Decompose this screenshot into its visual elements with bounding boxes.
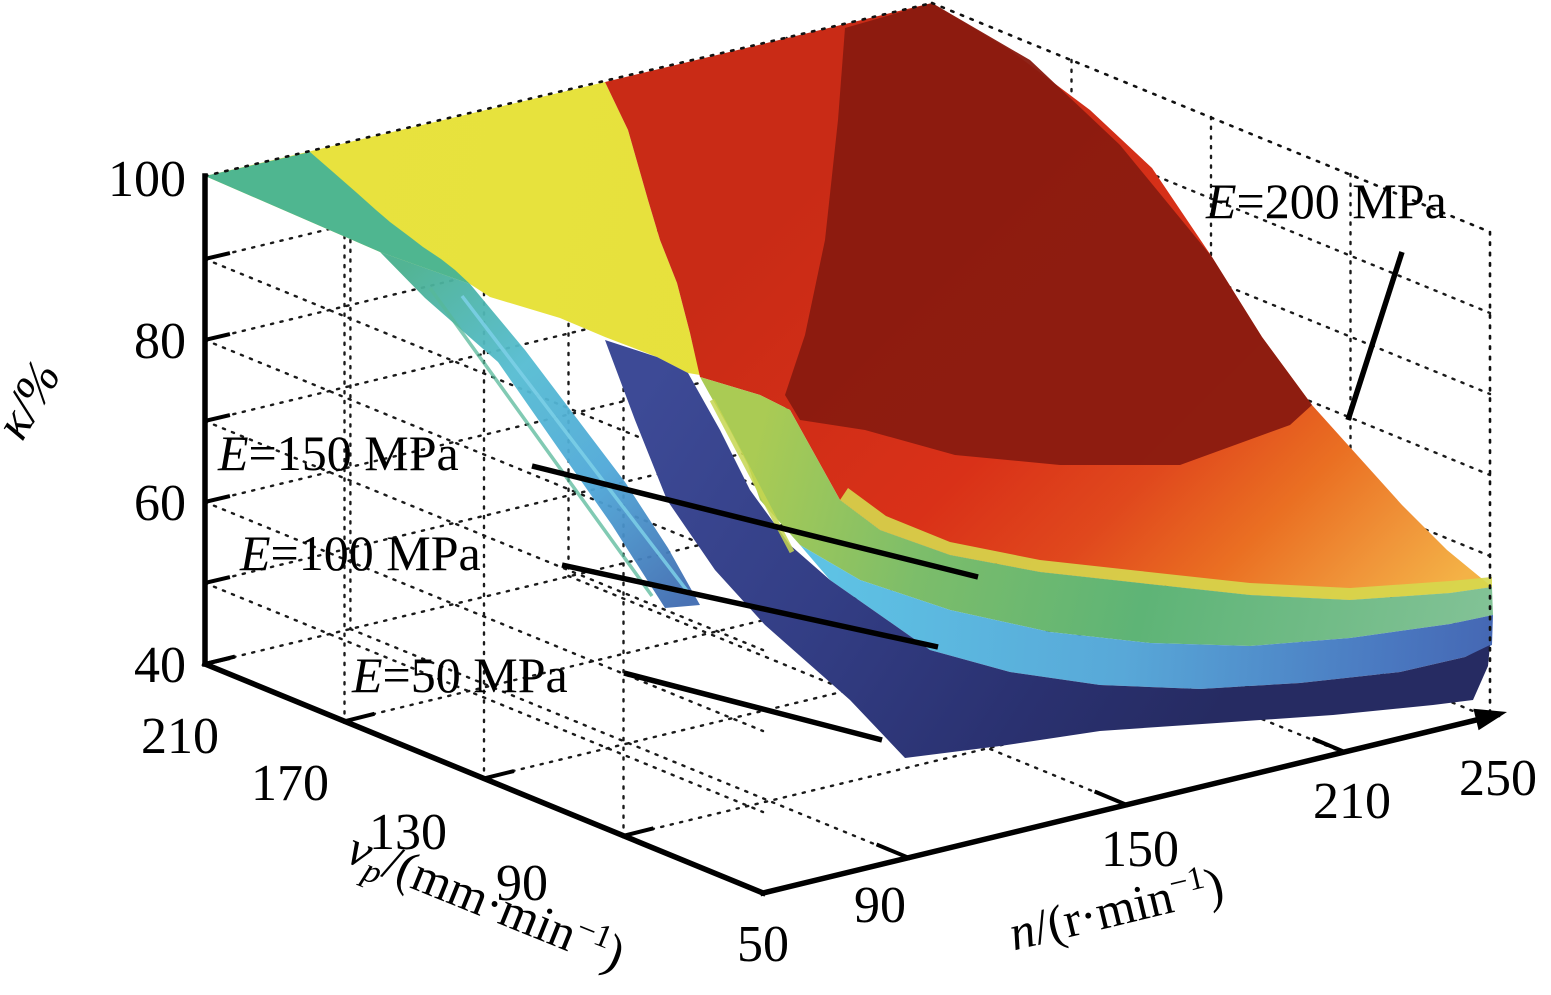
kappa-tick-40: 40 xyxy=(134,637,186,694)
annotation-e150: E=150 MPa xyxy=(217,425,459,481)
annotation-e150-italic: E xyxy=(217,425,249,481)
leader-e150 xyxy=(531,463,979,580)
surface-e150-band xyxy=(700,377,1493,646)
n-tick-250: 250 xyxy=(1459,750,1537,807)
leader-e50 xyxy=(623,670,883,743)
annotation-e200: E=200 MPa xyxy=(1205,173,1447,229)
vp-tick-50: 50 xyxy=(737,916,789,973)
annotation-e50: E=50 MPa xyxy=(351,647,568,703)
kappa-axis-label: κ/% xyxy=(0,351,71,448)
surface-e50-wall-and-band xyxy=(605,340,1490,758)
vp-tick-130: 130 xyxy=(369,804,447,861)
annotation-e50-rest: =50 MPa xyxy=(383,647,568,703)
gridline xyxy=(930,82,1492,315)
annotation-e100: E=100 MPa xyxy=(239,525,481,581)
surface-e100-band xyxy=(800,545,1493,689)
kappa-tick-100: 100 xyxy=(108,151,186,208)
annotation-leaders xyxy=(531,251,1405,743)
surface-e200 xyxy=(205,3,1492,600)
box-edges-dotted xyxy=(203,1,1492,720)
vp-label-unit: /(mm·min xyxy=(376,834,585,962)
gridline xyxy=(203,581,765,814)
n-label-sup: −1 xyxy=(1165,860,1208,903)
annotation-e50-italic: E xyxy=(351,647,383,703)
surface-e50 xyxy=(605,340,1490,758)
surface-e200-darkred-ridge xyxy=(785,3,1312,465)
surface-e150 xyxy=(700,377,1493,646)
fold-streak-band xyxy=(380,252,700,608)
leader-e200 xyxy=(1345,251,1405,421)
annotations: E=200 MPa E=150 MPa E=100 MPa E=50 MPa xyxy=(217,173,1447,703)
annotation-e100-rest: =100 MPa xyxy=(271,525,481,581)
surface-e100 xyxy=(800,545,1493,689)
n-tick-150: 150 xyxy=(1101,821,1179,878)
box-edge-top-right xyxy=(930,1,1492,234)
box-edge-top-back xyxy=(203,1,934,178)
leader-e100 xyxy=(561,562,939,650)
surface-e200-yellowgreen-rim xyxy=(840,488,1492,600)
n-axis-arrowhead xyxy=(1473,708,1507,731)
axes xyxy=(201,173,1507,897)
gridline xyxy=(203,338,765,571)
kappa-tick-60: 60 xyxy=(134,475,186,532)
annotation-e150-rest: =150 MPa xyxy=(249,425,459,481)
surface-e200-top-face-yellow xyxy=(205,82,700,375)
annotation-e200-italic: E xyxy=(1205,173,1237,229)
kappa-tick-80: 80 xyxy=(134,313,186,370)
vp-axis-ticks xyxy=(202,654,654,839)
annotation-e200-rest: =200 MPa xyxy=(1237,173,1447,229)
annotation-e100-italic: E xyxy=(239,525,271,581)
surface-e200-corner-teal xyxy=(205,152,470,284)
tick-labels: 100 80 60 40 210 170 130 90 50 90 150 21… xyxy=(108,151,1537,973)
vp-tick-210: 210 xyxy=(141,708,219,765)
n-tick-90: 90 xyxy=(854,877,906,934)
fold-streak-highlight-teal xyxy=(428,286,654,598)
fold-streak-highlight-cyan xyxy=(460,294,690,594)
n-tick-210: 210 xyxy=(1313,773,1391,830)
vp-tick-90: 90 xyxy=(496,855,548,912)
n-axis-ticks xyxy=(875,736,1348,861)
gridline xyxy=(349,627,910,860)
vp-tick-170: 170 xyxy=(251,755,329,812)
n-axis-line xyxy=(759,711,1501,897)
n-label-unit: /(r·min xyxy=(1028,868,1179,956)
